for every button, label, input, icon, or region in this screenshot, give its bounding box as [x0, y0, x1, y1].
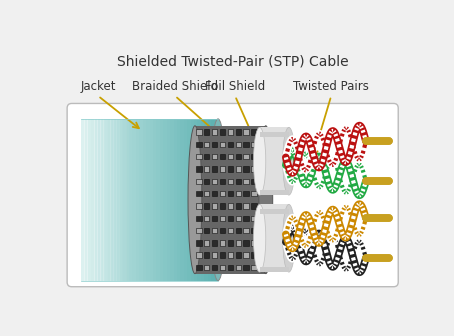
- Bar: [119, 119, 123, 281]
- Bar: [126, 119, 130, 281]
- Bar: [156, 119, 161, 281]
- Bar: [100, 119, 104, 281]
- Bar: [211, 119, 215, 281]
- Ellipse shape: [253, 127, 266, 195]
- Bar: [173, 119, 178, 281]
- Bar: [84, 119, 89, 281]
- Bar: [112, 119, 116, 281]
- Bar: [107, 119, 110, 281]
- Bar: [115, 119, 119, 281]
- Bar: [260, 204, 289, 272]
- Ellipse shape: [283, 204, 295, 272]
- Bar: [98, 119, 102, 281]
- Bar: [180, 119, 184, 281]
- Text: Jacket: Jacket: [80, 80, 116, 93]
- Bar: [87, 119, 91, 281]
- Bar: [81, 119, 85, 281]
- Bar: [143, 119, 147, 281]
- FancyBboxPatch shape: [67, 103, 398, 287]
- Bar: [139, 119, 143, 281]
- Bar: [84, 119, 88, 281]
- Bar: [177, 119, 181, 281]
- Text: Foil Shield: Foil Shield: [205, 80, 265, 93]
- Ellipse shape: [283, 127, 295, 195]
- Bar: [136, 119, 140, 281]
- Bar: [110, 119, 114, 281]
- Bar: [153, 119, 157, 281]
- Bar: [105, 119, 109, 281]
- Bar: [184, 119, 188, 281]
- Text: Shielded Twisted-Pair (STP) Cable: Shielded Twisted-Pair (STP) Cable: [117, 54, 349, 68]
- Bar: [194, 119, 198, 281]
- Bar: [204, 119, 208, 281]
- Bar: [160, 119, 164, 281]
- Bar: [260, 132, 289, 136]
- Bar: [102, 119, 106, 281]
- Bar: [167, 119, 171, 281]
- Bar: [91, 119, 95, 281]
- Ellipse shape: [188, 126, 202, 274]
- Text: Twisted Pairs: Twisted Pairs: [293, 80, 369, 93]
- Bar: [191, 119, 195, 281]
- Bar: [125, 119, 130, 281]
- Bar: [81, 119, 85, 281]
- Bar: [129, 119, 133, 281]
- Bar: [215, 119, 219, 281]
- Bar: [201, 119, 205, 281]
- Bar: [260, 191, 289, 195]
- Bar: [95, 119, 99, 281]
- Ellipse shape: [210, 119, 227, 281]
- Bar: [97, 119, 101, 281]
- Bar: [118, 119, 123, 281]
- Bar: [260, 267, 289, 272]
- Bar: [113, 119, 117, 281]
- Bar: [260, 209, 289, 214]
- Text: Braided Shield: Braided Shield: [132, 80, 218, 93]
- Bar: [94, 119, 98, 281]
- Bar: [149, 119, 154, 281]
- Ellipse shape: [253, 204, 266, 272]
- Bar: [208, 119, 212, 281]
- Bar: [122, 119, 126, 281]
- Bar: [81, 119, 218, 281]
- Bar: [146, 119, 150, 281]
- Bar: [91, 119, 94, 281]
- Bar: [104, 119, 107, 281]
- Bar: [133, 119, 137, 281]
- Bar: [260, 127, 289, 195]
- Bar: [116, 119, 120, 281]
- Bar: [109, 119, 113, 281]
- Ellipse shape: [259, 126, 273, 274]
- Bar: [163, 119, 168, 281]
- Bar: [170, 119, 174, 281]
- Bar: [123, 119, 127, 281]
- Bar: [88, 119, 92, 281]
- Bar: [187, 119, 192, 281]
- Bar: [197, 119, 202, 281]
- Bar: [195, 126, 266, 274]
